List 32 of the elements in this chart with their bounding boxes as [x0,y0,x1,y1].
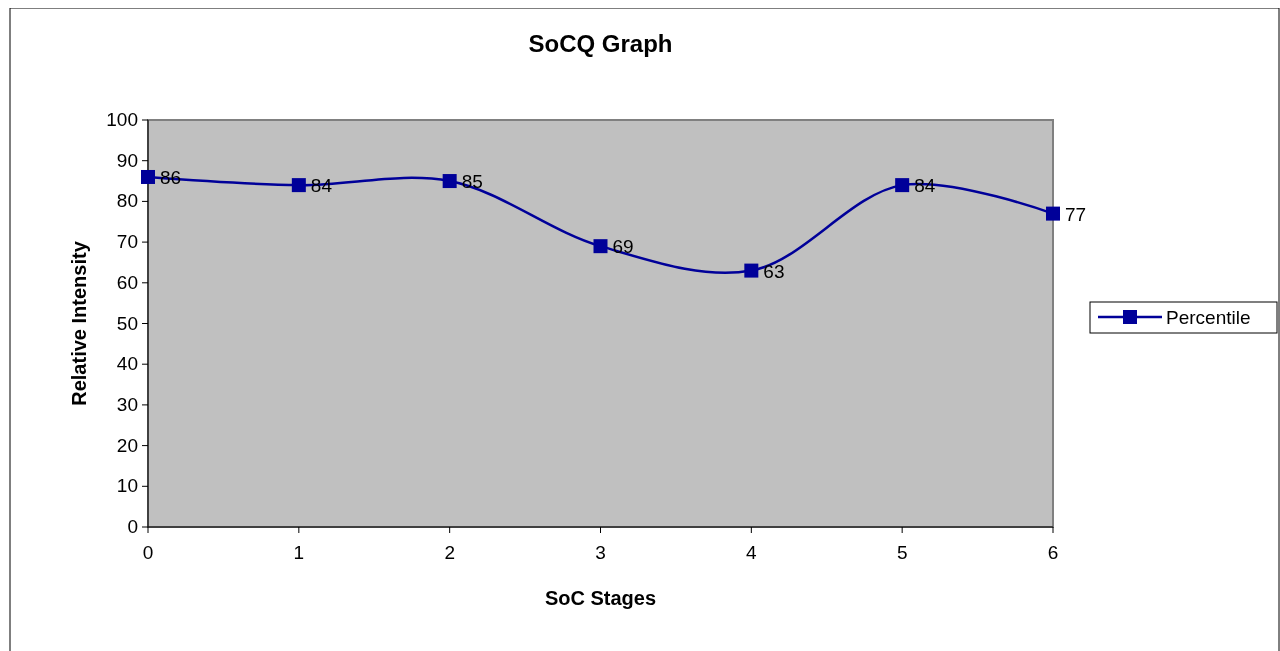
x-tick-label: 6 [1047,542,1059,563]
y-tick-label: 40 [116,353,138,375]
x-tick-label: 0 [142,542,154,563]
y-tick-label: 100 [106,109,138,130]
data-label: 63 [763,260,785,282]
legend-label: Percentile [1166,307,1251,328]
y-tick-label: 10 [116,475,138,497]
y-tick-label: 30 [116,393,138,415]
x-tick-label: 2 [444,542,455,563]
point [1046,206,1060,221]
point [442,174,457,189]
chart-title: SoCQ Graph [528,30,673,57]
point [895,178,910,193]
y-tick-label: 50 [116,312,138,334]
y-tick-label: 20 [116,434,138,456]
x-tick-label: 4 [746,542,758,563]
point [744,263,759,278]
data-label: 77 [1065,203,1087,225]
y-tick-label: 0 [127,516,138,537]
y-tick-label: 70 [116,231,138,253]
x-tick-label: 1 [293,542,305,563]
x-axis-title: SoC Stages [544,587,657,609]
point [291,178,306,193]
y-tick-label: 80 [116,190,138,212]
x-tick-label: 3 [595,542,606,563]
y-axis-title: Relative Intensity [68,240,90,406]
point [141,169,155,184]
data-label: 69 [612,236,634,258]
y-tick-label: 90 [116,149,138,171]
x-tick-label: 5 [896,542,908,563]
y-tick-label: 60 [116,271,138,293]
point [593,239,608,254]
